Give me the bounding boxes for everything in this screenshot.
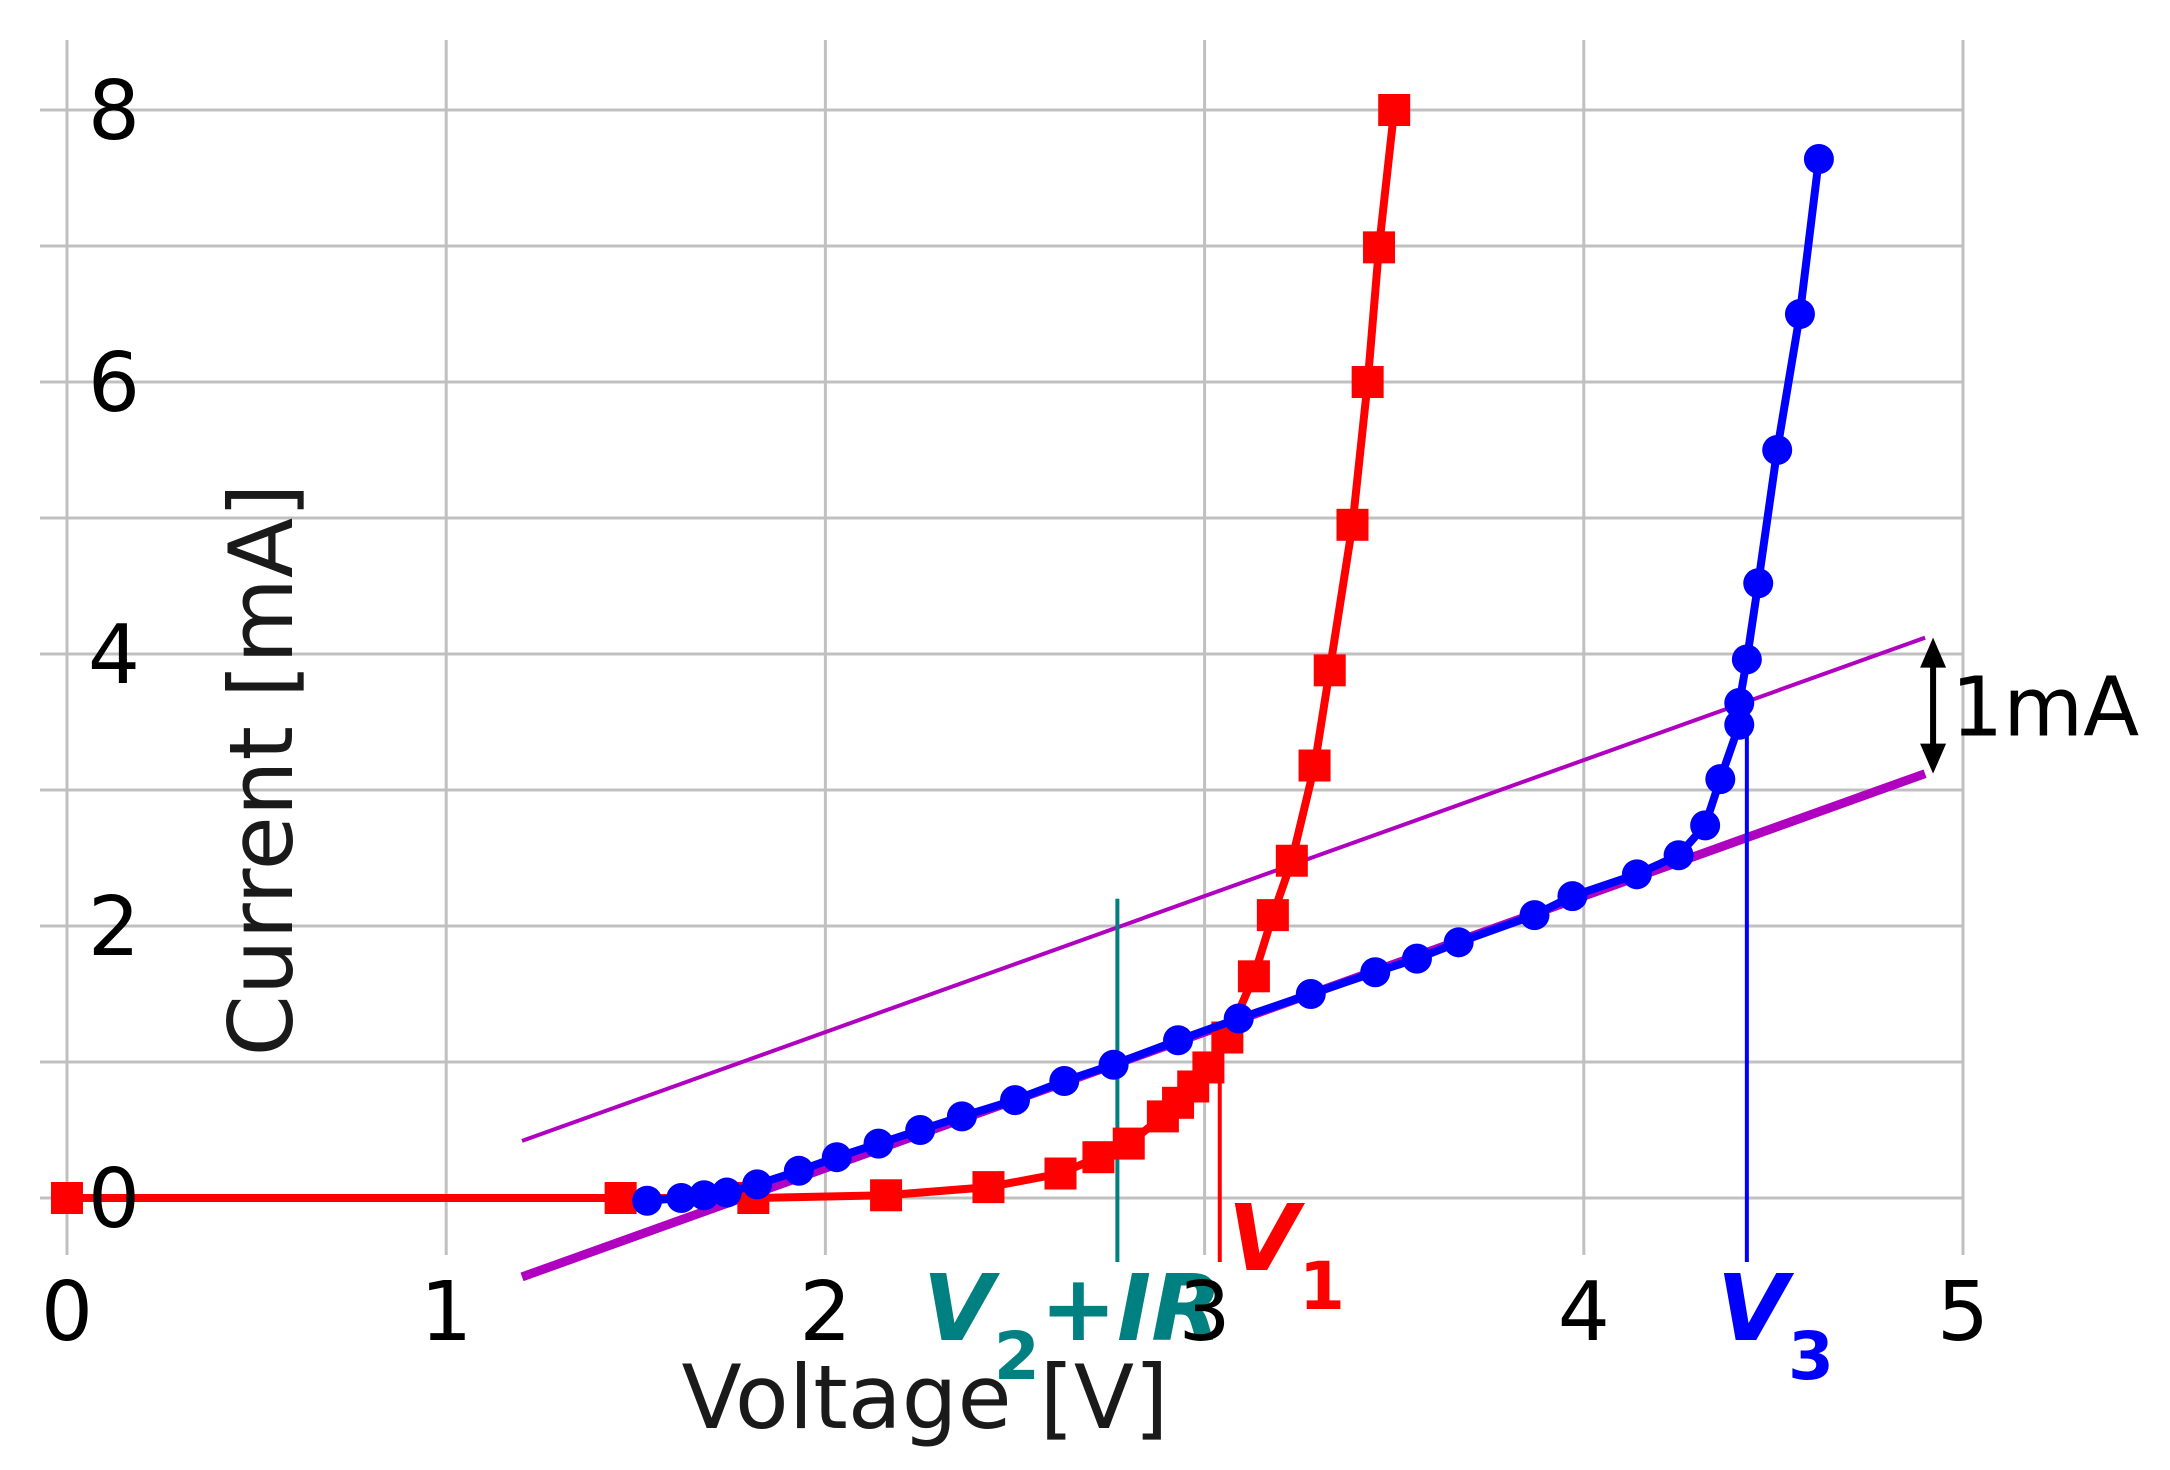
data-point-circle	[821, 1142, 852, 1173]
arrow-head-down	[1920, 743, 1947, 774]
data-point-square	[1378, 94, 1411, 126]
data-point-circle	[1724, 709, 1755, 740]
data-point-circle	[1705, 764, 1736, 795]
voltage-marker-label: V1	[1228, 1185, 1345, 1325]
data-point-circle	[1223, 1003, 1254, 1034]
data-point-square	[1275, 844, 1308, 877]
data-point-square	[870, 1179, 903, 1212]
annotation-1ma: 1mA	[1951, 661, 2139, 756]
data-point-circle	[1519, 900, 1550, 931]
x-tick-label: 2	[799, 1265, 851, 1360]
data-point-circle	[1163, 1025, 1194, 1056]
data-point-circle	[1621, 859, 1652, 890]
data-point-circle	[1743, 568, 1774, 599]
data-point-circle	[1049, 1066, 1080, 1097]
data-point-square	[972, 1171, 1005, 1204]
data-point-square	[604, 1182, 637, 1214]
data-point-square	[1351, 366, 1384, 398]
annotations: 1mA	[1920, 637, 2139, 774]
data-point-circle	[946, 1101, 977, 1132]
y-axis-title: Current [mA]	[210, 483, 313, 1056]
x-tick-label: 3	[1179, 1265, 1231, 1360]
data-point-circle	[1784, 299, 1815, 329]
x-tick-label: 1	[420, 1265, 472, 1360]
data-point-circle	[1295, 979, 1326, 1009]
data-point-circle	[742, 1169, 773, 1200]
data-point-circle	[1401, 943, 1432, 974]
data-point-square	[1313, 654, 1346, 687]
data-point-circle	[1803, 143, 1834, 174]
data-point-circle	[632, 1185, 663, 1216]
data-point-circle	[905, 1115, 936, 1145]
data-point-circle	[1443, 927, 1474, 958]
data-series	[51, 94, 1834, 1216]
data-point-circle	[783, 1155, 814, 1186]
tick-labels: 0 1 2 3 4 5 0 2 4 6 8	[41, 64, 1989, 1360]
data-point-square	[1192, 1051, 1225, 1084]
y-tick-label: 2	[88, 880, 140, 975]
y-tick-label: 0	[88, 1152, 140, 1247]
data-point-circle	[1098, 1049, 1129, 1080]
voltage-marker-label: V2+IR	[923, 1255, 1222, 1395]
data-point-square	[1298, 749, 1331, 782]
data-point-circle	[863, 1128, 894, 1159]
grid	[40, 40, 1965, 1255]
x-tick-label: 0	[41, 1265, 93, 1360]
data-point-circle	[689, 1180, 720, 1211]
data-point-circle	[1663, 840, 1694, 871]
y-tick-label: 6	[88, 336, 140, 431]
data-point-square	[51, 1182, 83, 1214]
data-point-square	[1112, 1127, 1145, 1160]
y-tick-label: 4	[88, 608, 140, 703]
x-axis-title: Voltage [V]	[682, 1346, 1169, 1449]
arrow-head-up	[1920, 637, 1947, 668]
data-point-square	[1082, 1141, 1115, 1174]
data-point-square	[1237, 960, 1270, 993]
data-point-square	[1256, 899, 1289, 932]
fit-line-thin	[521, 635, 1926, 1143]
data-point-circle	[1731, 644, 1762, 675]
data-point-circle	[711, 1177, 742, 1208]
voltage-marker-label: V3	[1717, 1255, 1834, 1395]
y-tick-label: 8	[88, 64, 140, 159]
data-point-square	[1336, 508, 1369, 541]
data-point-circle	[666, 1183, 697, 1213]
data-point-circle	[1557, 881, 1588, 912]
data-point-circle	[1762, 435, 1793, 465]
data-point-circle	[1360, 957, 1391, 988]
x-tick-label: 4	[1558, 1265, 1610, 1360]
data-point-circle	[1724, 687, 1755, 718]
x-tick-label: 5	[1937, 1265, 1989, 1360]
data-point-circle	[1690, 810, 1721, 841]
data-point-circle	[1000, 1085, 1030, 1116]
data-point-square	[1363, 231, 1396, 264]
data-point-square	[1044, 1157, 1077, 1190]
